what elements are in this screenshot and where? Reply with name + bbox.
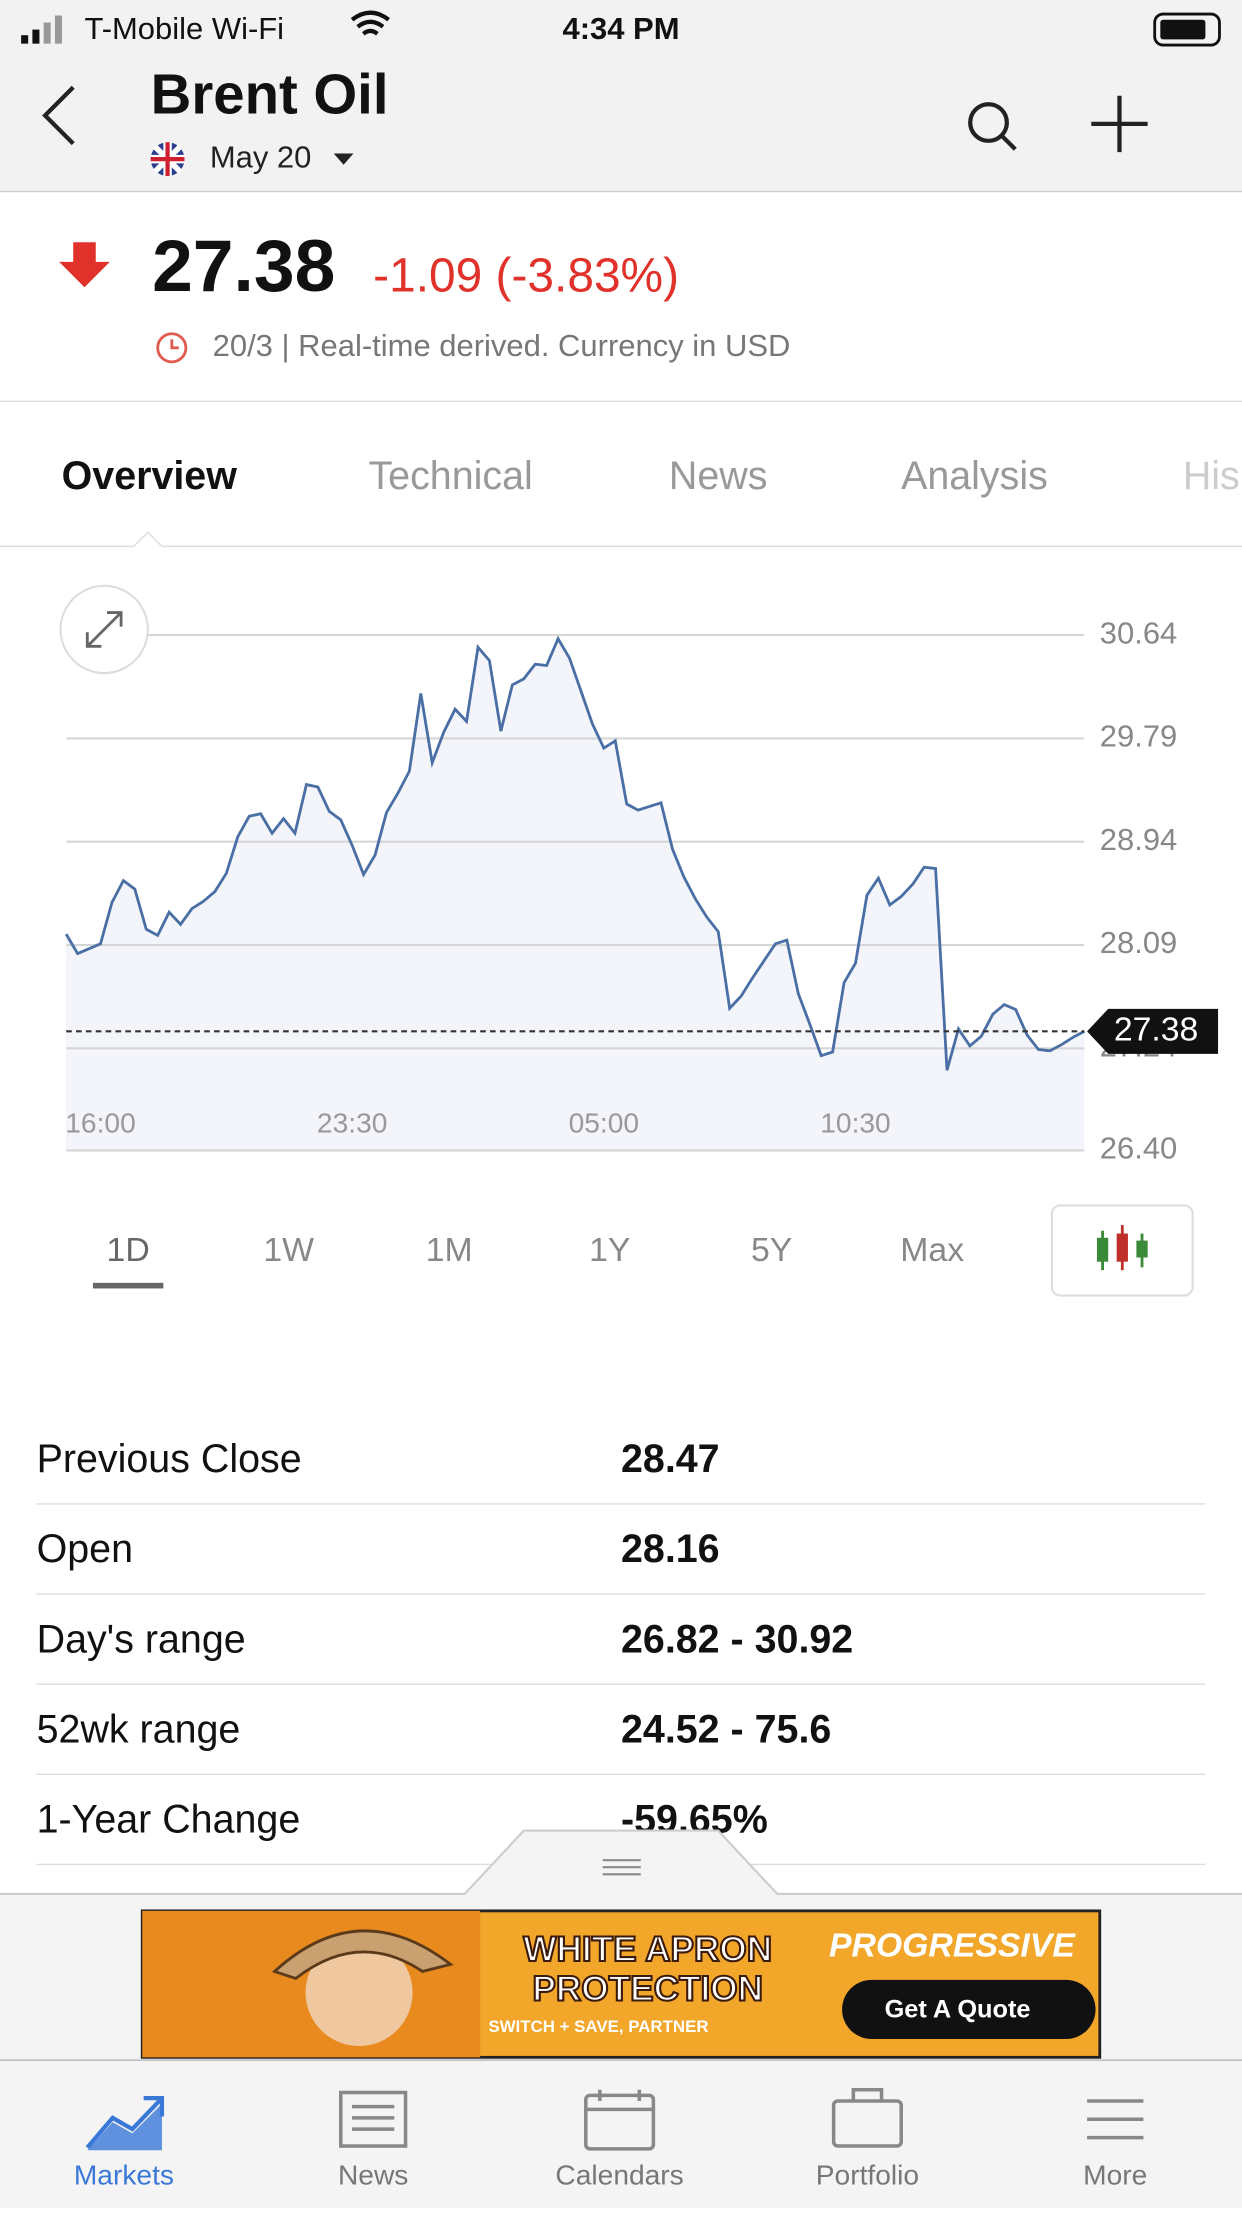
wifi-icon (350, 10, 390, 36)
chart: 26.4027.2428.0928.9429.7930.6416:0023:30… (64, 615, 1219, 1166)
quote-note: 20/3 | Real-time derived. Currency in US… (213, 328, 791, 363)
signal (32, 29, 40, 44)
nav-news[interactable]: News (338, 2090, 408, 2191)
stat-value: 24.52 - 75.6 (621, 1707, 831, 1751)
x-tick-label: 05:00 (569, 1108, 639, 1139)
uk-flag (150, 142, 185, 177)
ad-headline: WHITE APRON (523, 1930, 772, 1969)
price-change: -1.09 (-3.83%) (373, 249, 679, 302)
range-button[interactable]: 1Y (589, 1231, 630, 1269)
current-price-label: 27.38 (1114, 1010, 1199, 1048)
back-button[interactable] (42, 85, 75, 146)
ad-headline: PROTECTION (532, 1969, 763, 2008)
ad-tagline: SWITCH + SAVE, PARTNER (488, 2017, 708, 2036)
stat-value: 26.82 - 30.92 (621, 1617, 853, 1661)
nav-label: Calendars (555, 2159, 683, 2190)
add-button[interactable] (1091, 95, 1148, 153)
ad-brand: PROGRESSIVE (829, 1926, 1076, 1964)
tab[interactable]: Analysis (901, 454, 1048, 498)
search-button[interactable] (968, 102, 1017, 151)
y-tick-label: 30.64 (1100, 615, 1178, 650)
clock: 4:34 PM (562, 11, 679, 46)
stat-label: 52wk range (37, 1707, 241, 1751)
ad-banner[interactable]: WHITE APRON PROTECTION SWITCH + SAVE, PA… (140, 1909, 1102, 2059)
price-line (64, 635, 1085, 1071)
tab[interactable]: Technical (368, 454, 532, 498)
battery-level (1160, 19, 1206, 40)
down-arrow (59, 242, 110, 288)
expand-button[interactable] (59, 584, 149, 675)
stat-label: Previous Close (37, 1437, 302, 1481)
tab[interactable]: His (1183, 454, 1240, 498)
range-button[interactable]: 1M (426, 1231, 473, 1269)
nav-label: Markets (74, 2159, 174, 2190)
stat-value: 28.47 (621, 1437, 720, 1481)
y-tick-label: 29.79 (1100, 719, 1178, 754)
current-price-tag (1087, 1008, 1219, 1054)
signal (54, 15, 62, 44)
stat-label: Open (37, 1527, 133, 1571)
dropdown-arrow[interactable] (333, 153, 354, 165)
header-bg (0, 0, 1242, 192)
y-tick-label: 28.94 (1100, 822, 1178, 857)
tab[interactable]: Overview (62, 454, 238, 498)
signal (21, 35, 29, 44)
x-tick-label: 23:30 (317, 1108, 387, 1139)
range-button[interactable]: 1D (107, 1231, 150, 1269)
nav-label: More (1083, 2159, 1147, 2190)
area-fill (66, 638, 1085, 1151)
y-tick-label: 26.40 (1100, 1131, 1178, 1166)
carrier: T-Mobile Wi-Fi (84, 11, 284, 46)
signal (43, 22, 51, 44)
nav-portfolio[interactable]: Portfolio (816, 2087, 919, 2191)
ad-button: Get A Quote (885, 1996, 1031, 2024)
instrument-title: Brent Oil (151, 62, 389, 125)
x-tick-label: 16:00 (65, 1108, 135, 1139)
nav-label: Portfolio (816, 2159, 919, 2190)
stat-label: Day's range (37, 1617, 246, 1661)
stat-value: 28.16 (621, 1527, 720, 1571)
tab-indicator (0, 531, 1242, 548)
nav-more[interactable]: More (1083, 2099, 1147, 2190)
tab[interactable]: News (669, 454, 768, 498)
range-button[interactable]: 5Y (751, 1231, 792, 1269)
range-button[interactable]: Max (900, 1231, 964, 1269)
clock-icon (156, 332, 188, 364)
nav-label: News (338, 2159, 408, 2190)
x-tick-label: 10:30 (820, 1108, 890, 1139)
stats-table: Previous Close 28.47 Open 28.16 Day's ra… (36, 1437, 1206, 1866)
price: 27.38 (152, 225, 335, 307)
handle-grip (602, 1859, 641, 1876)
nav-calendars[interactable]: Calendars (555, 2089, 684, 2191)
contract-selector[interactable]: May 20 (210, 139, 312, 174)
candle-toggle[interactable] (1050, 1204, 1194, 1297)
nav-bar (0, 2060, 1242, 2208)
stat-label: 1-Year Change (37, 1798, 301, 1842)
nav-markets[interactable]: Markets (74, 2096, 174, 2190)
drawer-handle[interactable] (0, 1829, 1242, 1896)
y-tick-label: 28.09 (1100, 925, 1178, 960)
battery (1153, 12, 1221, 47)
range-underline (92, 1282, 164, 1289)
range-button[interactable]: 1W (263, 1231, 314, 1269)
